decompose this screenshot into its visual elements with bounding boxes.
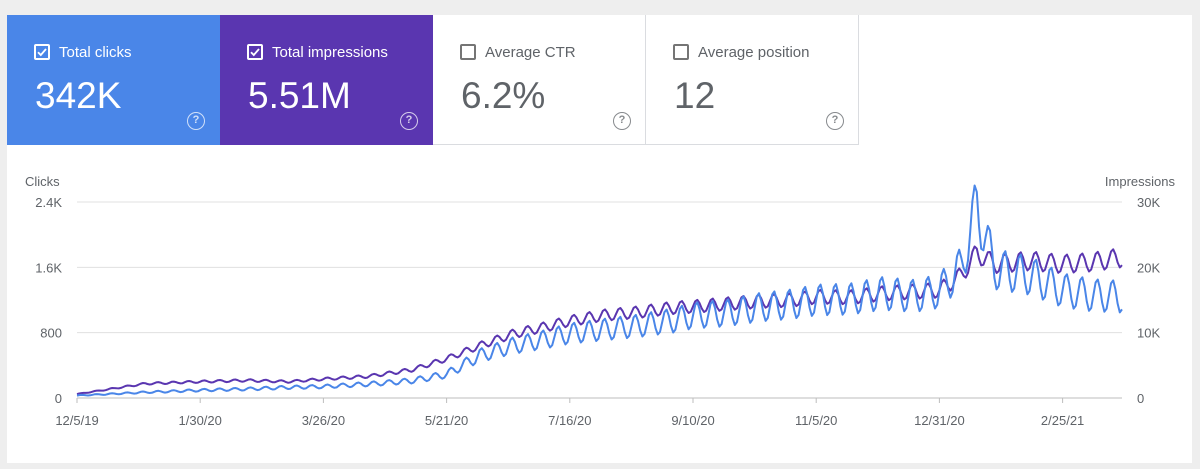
- x-tick-label: 2/25/21: [1041, 413, 1084, 428]
- average-ctr-checkbox[interactable]: [460, 44, 476, 60]
- right-axis-label: Impressions: [1105, 174, 1176, 189]
- chart-svg: Clicks Impressions 2.4K 30K 1.6K 20K 800 10K 0…: [25, 174, 1176, 428]
- x-tick-label: 11/5/20: [795, 413, 837, 428]
- x-tick-label: 7/16/20: [548, 413, 591, 428]
- axis-ticks: 2.4K 30K 1.6K 20K 800 10K 0 0 12/5/19 1/30/20 3/26…: [35, 195, 1160, 428]
- right-tick-label: 20K: [1137, 260, 1160, 275]
- total-clicks-checkbox[interactable]: [34, 44, 50, 60]
- x-tick-label: 12/31/20: [914, 413, 965, 428]
- check-icon: [250, 48, 260, 57]
- total-impressions-value: 5.51M: [248, 75, 351, 116]
- impressions-line: [76, 245, 1123, 396]
- total-impressions-label: Total impressions: [272, 44, 388, 61]
- left-axis-label: Clicks: [25, 174, 60, 189]
- left-tick-label: 800: [40, 326, 62, 341]
- x-tick-label: 1/30/20: [179, 413, 222, 428]
- check-icon: [37, 48, 47, 57]
- gridlines: [77, 201, 1122, 399]
- performance-chart: Clicks Impressions 2.4K 30K 1.6K 20K 800 10K 0…: [7, 165, 1192, 455]
- x-tick-label: 12/5/19: [55, 413, 98, 428]
- left-tick-label: 1.6K: [35, 260, 62, 275]
- total-impressions-card[interactable]: Total impressions 5.51M ?: [220, 15, 433, 145]
- x-tick-label: 3/26/20: [302, 413, 345, 428]
- help-icon[interactable]: ?: [187, 112, 205, 130]
- average-ctr-label: Average CTR: [485, 44, 576, 61]
- left-tick-label: 2.4K: [35, 195, 62, 210]
- average-ctr-card[interactable]: Average CTR 6.2% ?: [433, 15, 646, 145]
- total-clicks-label: Total clicks: [59, 44, 132, 61]
- help-icon[interactable]: ?: [400, 112, 418, 130]
- performance-panel: Total clicks 342K ? Total impressions 5.…: [7, 15, 1192, 463]
- help-icon[interactable]: ?: [826, 112, 844, 130]
- average-position-value: 12: [674, 75, 716, 116]
- x-tick-label: 9/10/20: [671, 413, 714, 428]
- metric-cards: Total clicks 342K ? Total impressions 5.…: [7, 15, 859, 145]
- left-tick-label: 0: [55, 391, 62, 406]
- total-clicks-card[interactable]: Total clicks 342K ?: [7, 15, 220, 145]
- x-tick-label: 5/21/20: [425, 413, 468, 428]
- right-tick-label: 10K: [1137, 326, 1160, 341]
- right-tick-label: 30K: [1137, 195, 1160, 210]
- clicks-line: [76, 184, 1123, 397]
- total-impressions-checkbox[interactable]: [247, 44, 263, 60]
- series-lines: [76, 184, 1123, 397]
- average-position-checkbox[interactable]: [673, 44, 689, 60]
- average-ctr-value: 6.2%: [461, 75, 546, 116]
- average-position-label: Average position: [698, 44, 810, 61]
- average-position-card[interactable]: Average position 12 ?: [646, 15, 859, 145]
- total-clicks-value: 342K: [35, 75, 122, 116]
- right-tick-label: 0: [1137, 391, 1144, 406]
- help-icon[interactable]: ?: [613, 112, 631, 130]
